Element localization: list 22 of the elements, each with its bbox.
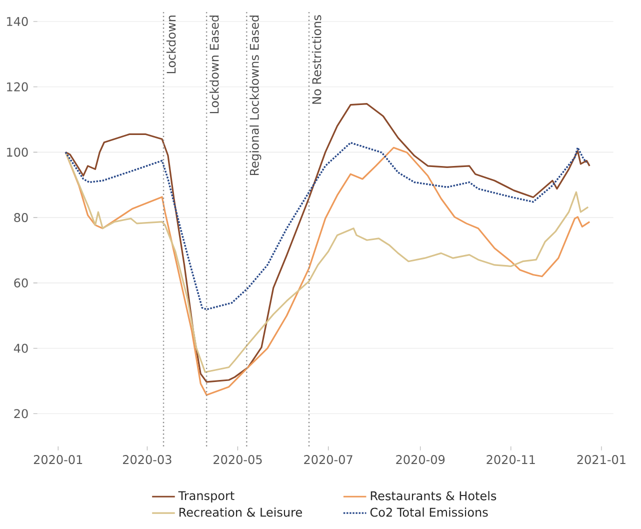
y-tick-label: 80 (14, 213, 28, 222)
ref-line-label: Lockdown Eased (210, 16, 219, 114)
y-tick-label: 100 (7, 148, 28, 157)
y-tick-label: 40 (14, 344, 28, 353)
legend-label: Co2 Total Emissions (370, 508, 488, 517)
y-tick-label: 140 (7, 16, 28, 26)
x-tick-label: 2020-05 (214, 455, 262, 464)
legend-label: Recreation & Leisure (179, 508, 302, 517)
y-tick-label: 60 (14, 278, 28, 288)
ref-line-label: Lockdown (166, 16, 176, 74)
x-tick-label: 2020-11 (486, 455, 535, 464)
x-tick-label: 2020-09 (396, 455, 445, 464)
x-tick-label: 2020-01 (34, 455, 82, 464)
ref-line-label: No Restrictions (312, 15, 322, 104)
x-tick-label: 2021-01 (577, 455, 626, 464)
y-tick-label: 20 (14, 409, 28, 418)
legend-label: Transport (178, 491, 234, 502)
ref-line-label: Regional Lockdowns Eased (250, 16, 262, 176)
x-tick-label: 2020-03 (123, 455, 172, 464)
y-tick-label: 120 (7, 82, 28, 92)
legend-label: Restaurants & Hotels (370, 491, 496, 500)
x-tick-label: 2020-07 (304, 455, 352, 464)
